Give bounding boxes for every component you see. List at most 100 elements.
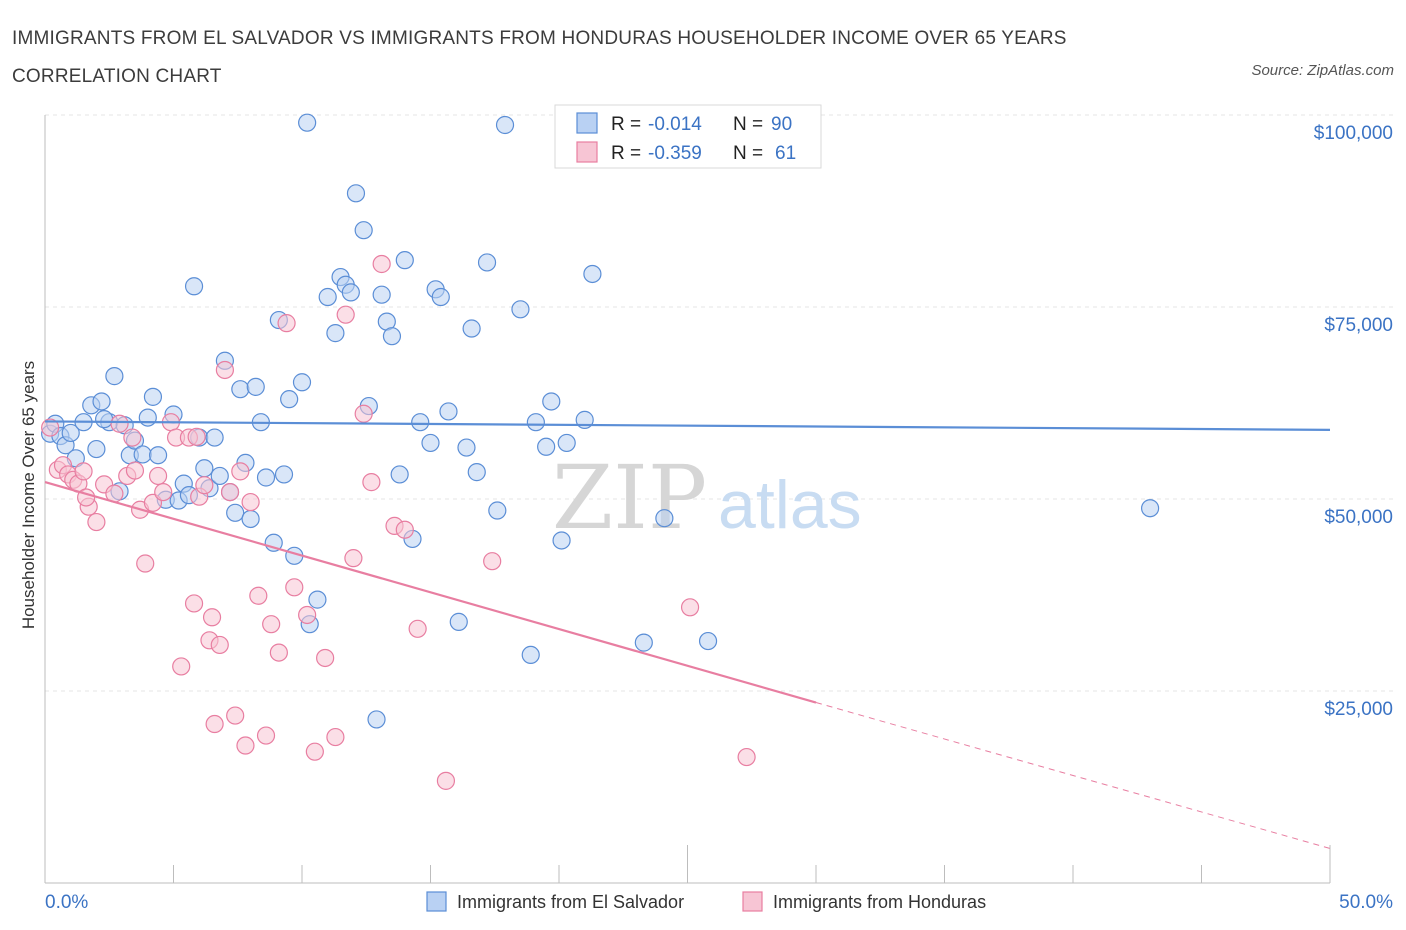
point-s1-29: [215, 360, 234, 380]
series-legend: Immigrants from El Salvador Immigrants f…: [426, 891, 986, 912]
point-s1-41: [298, 605, 317, 625]
point-s0-34: [231, 380, 250, 399]
point-s0-58: [372, 285, 391, 304]
point-s1-43: [316, 648, 335, 668]
point-s0-64: [411, 413, 430, 432]
point-s0-80: [542, 392, 561, 411]
point-s0-53: [341, 283, 360, 302]
y-axis-label: Householder Income Over 65 years: [19, 361, 38, 629]
point-s1-52: [408, 619, 427, 638]
stats-legend: R = -0.014 N = 90 R = -0.359 N = 61: [554, 104, 822, 169]
legend-n-label-1: N =: [733, 143, 763, 164]
point-s1-39: [277, 314, 296, 333]
point-s0-75: [495, 115, 515, 135]
point-s0-86: [655, 509, 674, 528]
point-s0-37: [246, 377, 265, 396]
point-s0-81: [552, 531, 571, 550]
point-s0-11: [105, 367, 124, 386]
point-s0-76: [511, 300, 530, 319]
point-s0-39: [256, 468, 276, 487]
point-s0-42: [274, 465, 294, 484]
point-s0-69: [449, 612, 468, 631]
point-s0-77: [521, 645, 540, 665]
point-s0-4: [61, 423, 80, 443]
point-s1-21: [172, 657, 191, 676]
point-s1-51: [395, 520, 414, 539]
point-s1-13: [125, 461, 145, 480]
y-tick-label-2: $75,000: [1324, 315, 1393, 336]
point-s1-17: [148, 466, 168, 486]
legend-n-value-1: 61: [775, 143, 796, 164]
point-s1-11: [110, 414, 129, 433]
y-tick-label-0: $25,000: [1324, 699, 1393, 720]
point-s0-61: [390, 465, 409, 484]
point-s0-17: [138, 408, 157, 427]
point-s1-28: [210, 635, 229, 655]
point-s1-47: [354, 404, 373, 423]
trend-line-s0-0: [44, 420, 1331, 431]
data-points: [41, 113, 1160, 790]
point-s0-82: [557, 433, 576, 453]
series-legend-swatch-1: [742, 891, 763, 912]
point-s1-8: [87, 512, 106, 532]
point-s1-36: [256, 726, 276, 745]
point-s0-49: [318, 287, 337, 307]
point-s1-42: [305, 742, 324, 761]
series-legend-label-1: Immigrants from Honduras: [773, 892, 986, 912]
legend-swatch-el-salvador: [576, 112, 598, 134]
point-s1-31: [226, 706, 245, 725]
legend-r-label-0: R =: [611, 114, 641, 135]
point-s0-16: [133, 445, 152, 464]
chart-title: IMMIGRANTS FROM EL SALVADOR VS IMMIGRANT…: [12, 28, 1067, 87]
watermark-zip: ZIP: [552, 446, 707, 549]
stats-legend-box: [554, 104, 822, 169]
gridlines: [45, 114, 1393, 692]
point-s0-71: [462, 319, 481, 338]
point-s1-48: [362, 473, 381, 492]
point-s0-78: [526, 413, 545, 432]
series-legend-swatch-0: [426, 891, 447, 912]
point-s1-18: [154, 482, 173, 502]
legend-r-value-1: -0.359: [648, 143, 702, 164]
y-tick-labels: $25,000 $50,000 $75,000 $100,000: [1314, 123, 1393, 720]
series-legend-label-0: Immigrants from El Salvador: [457, 892, 684, 912]
point-s0-27: [195, 459, 214, 478]
point-s1-32: [231, 462, 250, 481]
point-s1-56: [737, 747, 756, 767]
trend-line-s1-1: [815, 702, 1331, 849]
point-s1-57: [202, 608, 222, 627]
point-s0-45: [292, 373, 312, 392]
x-tick-label-min: 0.0%: [45, 892, 88, 913]
legend-r-value-0: -0.014: [648, 114, 702, 135]
source-credit: Source: ZipAtlas.com: [1251, 62, 1394, 79]
point-s1-34: [241, 492, 260, 512]
point-s1-45: [336, 305, 355, 324]
point-s0-54: [346, 184, 366, 203]
point-s1-53: [436, 771, 456, 790]
point-s1-54: [483, 552, 502, 571]
point-s0-89: [95, 410, 114, 429]
point-s0-87: [698, 631, 718, 651]
point-s0-79: [537, 437, 556, 456]
point-s0-68: [439, 402, 458, 421]
point-s1-58: [187, 427, 206, 446]
point-s0-65: [421, 433, 440, 453]
point-s0-74: [488, 501, 507, 520]
point-s0-72: [467, 463, 486, 482]
point-s0-55: [354, 221, 373, 240]
legend-n-value-0: 90: [771, 114, 792, 135]
point-s1-33: [236, 736, 255, 755]
legend-r-label-1: R =: [611, 143, 641, 164]
point-s0-50: [326, 324, 345, 343]
trend-line-s1-0: [44, 481, 817, 704]
point-s0-60: [382, 327, 402, 346]
point-s0-18: [143, 387, 163, 406]
point-s0-67: [431, 287, 450, 307]
point-s1-44: [326, 727, 345, 747]
point-s1-37: [262, 615, 281, 634]
point-s1-30: [220, 482, 240, 502]
point-s1-49: [372, 254, 391, 274]
point-s0-29: [205, 428, 224, 447]
point-s1-55: [680, 598, 700, 617]
point-s1-38: [269, 643, 288, 662]
